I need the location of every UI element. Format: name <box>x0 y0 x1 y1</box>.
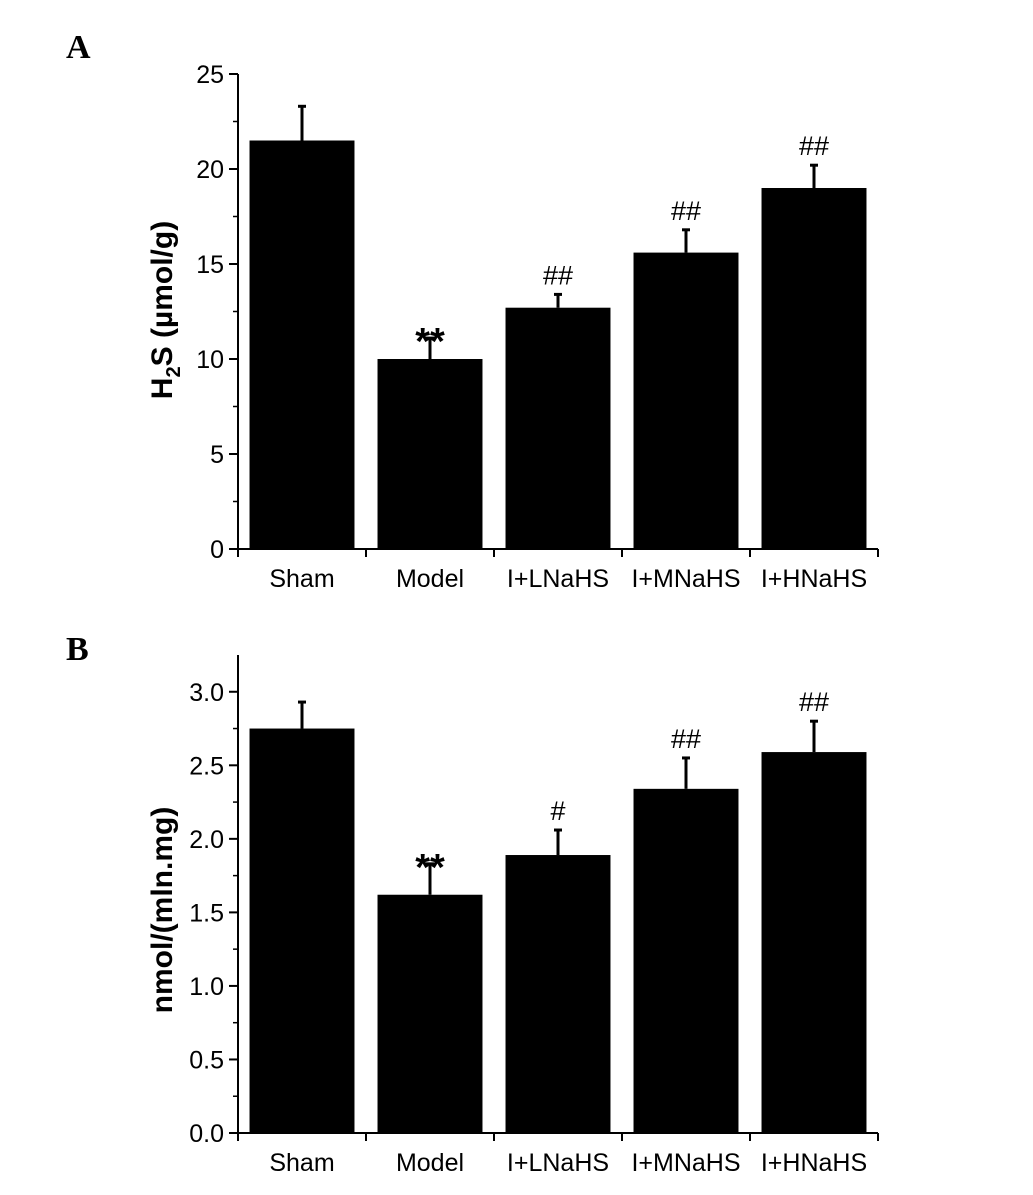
panel-a-y-tick-label: 0 <box>210 536 224 564</box>
panel-a-significance-label: ## <box>543 260 573 290</box>
panel-b-category-label: Model <box>396 1149 464 1177</box>
panel-b-bar <box>249 728 355 1133</box>
panel-a-bar <box>633 252 739 549</box>
panel-a-marks: 0 5 10 15 20 25 Sham ** Model ## I+LNaHS ## I+MNaHS #… <box>196 61 879 593</box>
panel-b-y-axis-title: nmol/(mln.mg) <box>146 807 179 1014</box>
panel-a-chart: A H2S (µmol/g) 0 5 10 15 20 25 Sham ** Model ## I+… <box>66 29 879 593</box>
panel-a-y-tick-label: 15 <box>196 251 224 279</box>
panel-b-bar <box>761 752 867 1133</box>
panel-a-category-label: I+LNaHS <box>507 565 609 593</box>
panel-a-bar <box>505 307 611 549</box>
panel-a-y-axis-title: H2S (µmol/g) <box>146 221 185 399</box>
panel-b-chart: B nmol/(mln.mg) 0.0 0.5 1.0 1.5 2.0 2.5 3.0 Sha… <box>66 631 879 1177</box>
panel-b-category-label: Sham <box>269 1149 334 1177</box>
panel-a-category-label: I+HNaHS <box>761 565 867 593</box>
panel-b-bar <box>633 788 739 1133</box>
panel-b-bar <box>377 894 483 1133</box>
panel-b-significance-label: ## <box>799 687 829 717</box>
panel-a-bar <box>249 140 355 549</box>
panel-a-category-label: I+MNaHS <box>631 565 740 593</box>
panel-b-significance-label: ## <box>671 724 701 754</box>
panel-b-y-tick-label: 3.0 <box>189 679 224 707</box>
panel-b-category-label: I+MNaHS <box>631 1149 740 1177</box>
panel-b-significance-label: ** <box>415 847 445 889</box>
panel-a-significance-label: ## <box>799 131 829 161</box>
panel-b-category-label: I+HNaHS <box>761 1149 867 1177</box>
panel-a-category-label: Model <box>396 565 464 593</box>
panel-a-y-tick-label: 25 <box>196 61 224 89</box>
panel-b-marks: 0.0 0.5 1.0 1.5 2.0 2.5 3.0 Sham ** Model # I+LNaHS… <box>189 655 879 1177</box>
panel-a-y-tick-label: 5 <box>210 441 224 469</box>
panel-b-y-tick-label: 0.5 <box>189 1046 224 1074</box>
panel-b-letter: B <box>66 631 89 668</box>
panel-a-bar <box>377 359 483 549</box>
panel-b-category-label: I+LNaHS <box>507 1149 609 1177</box>
panel-a-y-tick-label: 10 <box>196 346 224 374</box>
panel-a-significance-label: ** <box>415 321 445 363</box>
panel-a-category-label: Sham <box>269 565 334 593</box>
panel-b-y-tick-label: 2.5 <box>189 752 224 780</box>
panel-b-y-tick-label: 2.0 <box>189 826 224 854</box>
panel-a-significance-label: ## <box>671 196 701 226</box>
panel-a-y-tick-label: 20 <box>196 156 224 184</box>
panel-b-bar <box>505 855 611 1133</box>
panel-b-significance-label: # <box>550 796 565 826</box>
panel-b-y-tick-label: 1.0 <box>189 973 224 1001</box>
panel-b-y-tick-label: 0.0 <box>189 1120 224 1148</box>
panel-a-letter: A <box>66 29 91 66</box>
panel-a-bar <box>761 188 867 549</box>
panel-b-y-tick-label: 1.5 <box>189 899 224 927</box>
